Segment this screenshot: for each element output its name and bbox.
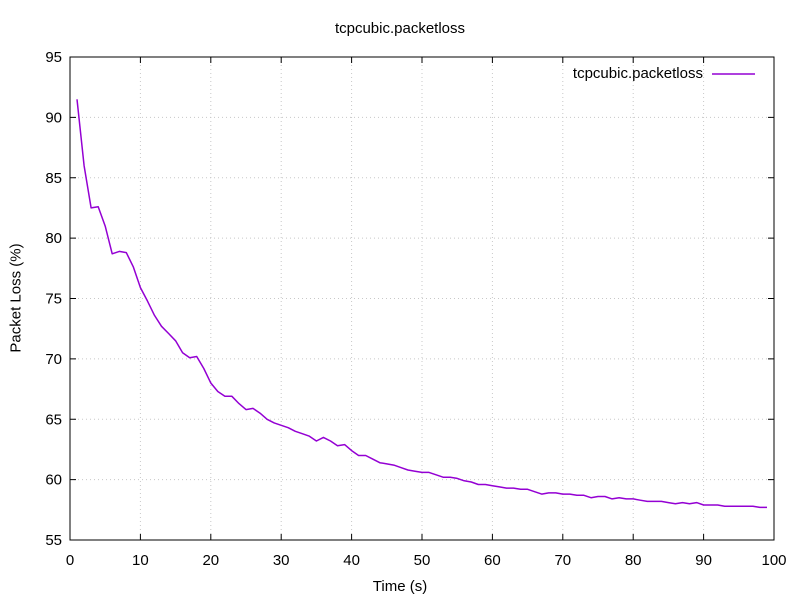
x-tick-label: 60: [484, 552, 501, 569]
x-tick-label: 30: [273, 552, 290, 569]
y-tick-label: 95: [45, 49, 62, 66]
x-tick-label: 50: [414, 552, 431, 569]
legend-label: tcpcubic.packetloss: [572, 65, 703, 82]
y-tick-label: 90: [45, 109, 62, 126]
x-tick-label: 20: [202, 552, 219, 569]
plot-frame: [69, 56, 775, 541]
y-axis-label: Packet Loss (%): [7, 243, 25, 353]
x-tick-label: 0: [66, 552, 74, 569]
series-layer: [76, 99, 767, 509]
y-tick-label: 65: [45, 411, 62, 428]
x-tick-label: 40: [343, 552, 360, 569]
series-line: [76, 99, 767, 509]
x-tick-label: 70: [554, 552, 571, 569]
tick-labels: 0 10 20 30 40 50 60 70 80 90 100 55 60 65 70 75 80 85 90 95: [45, 49, 786, 569]
y-tick-label: 70: [45, 351, 62, 368]
grid-lines: [70, 57, 774, 540]
y-tick-label: 80: [45, 230, 62, 247]
x-tick-label: 90: [695, 552, 712, 569]
y-tick-label: 85: [45, 170, 62, 187]
x-tick-label: 80: [625, 552, 642, 569]
x-tick-label: 100: [761, 552, 786, 569]
x-axis-label: Time (s): [372, 578, 428, 595]
chart-title: tcpcubic.packetloss: [334, 20, 466, 37]
y-tick-label: 55: [45, 532, 62, 549]
y-tick-label: 75: [45, 291, 62, 308]
x-tick-label: 10: [132, 552, 149, 569]
y-tick-label: 60: [45, 472, 62, 489]
